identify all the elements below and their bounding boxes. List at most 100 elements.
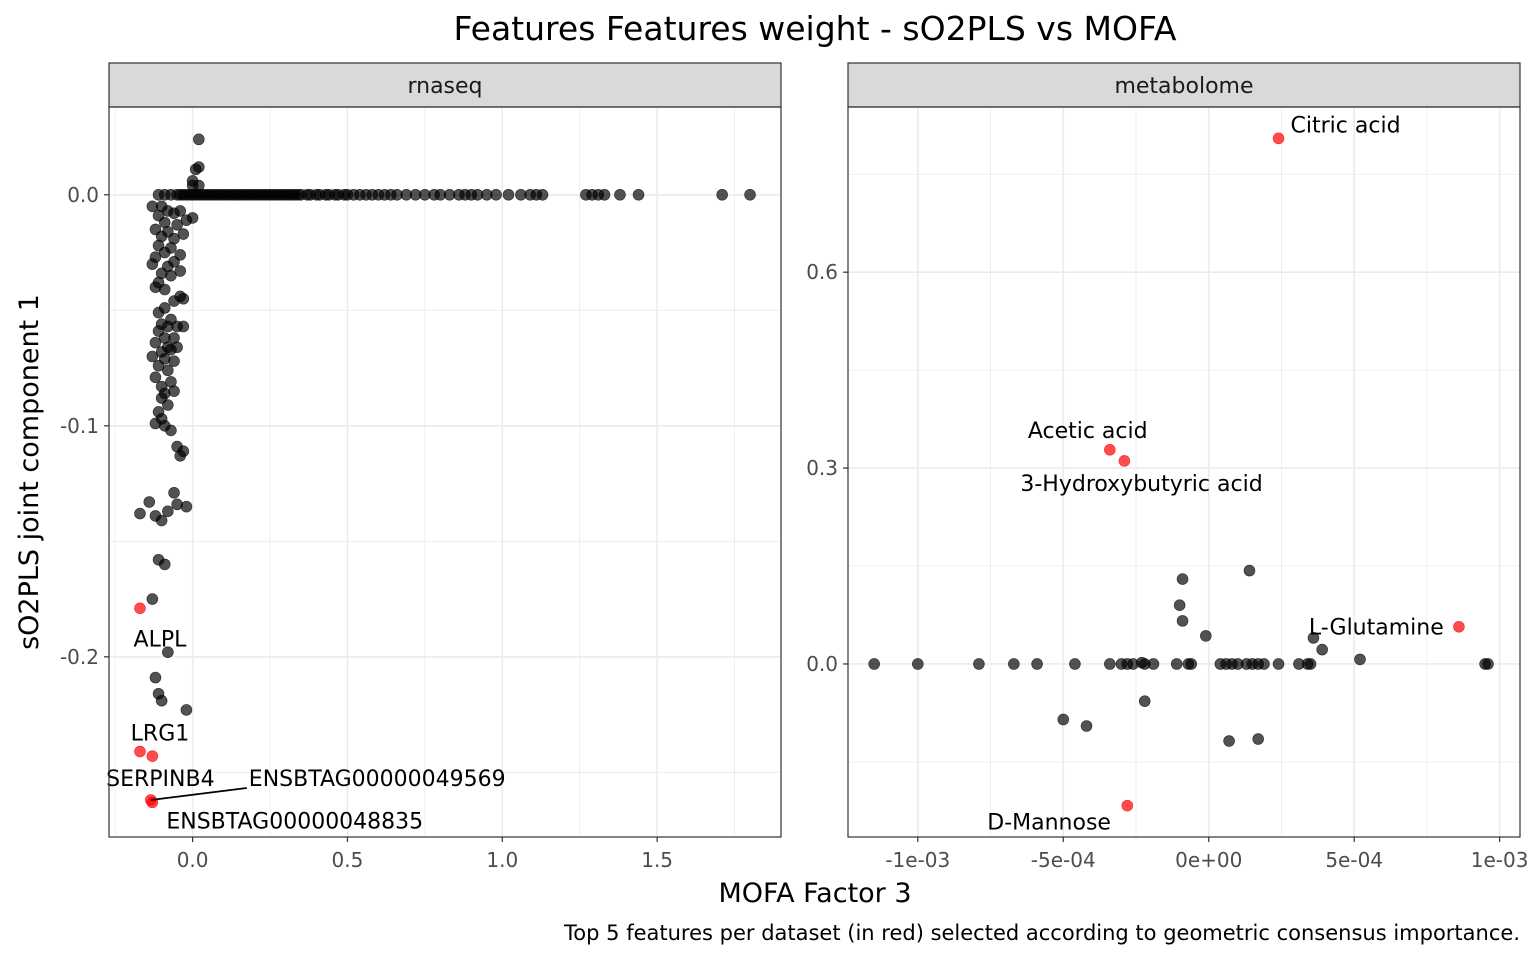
data-point — [143, 496, 156, 508]
data-point — [536, 188, 549, 201]
data-point — [1080, 720, 1093, 732]
data-point — [158, 283, 171, 296]
highlight-point — [1118, 455, 1131, 467]
highlight-point — [1272, 132, 1285, 145]
data-point — [1057, 713, 1070, 726]
point-label: SERPINB4 — [106, 767, 214, 792]
data-point — [1185, 658, 1198, 670]
data-point — [165, 269, 177, 282]
chart-title: Features Features weight - sO2PLS vs MOF… — [454, 9, 1177, 48]
data-point — [912, 658, 924, 670]
plot-border-rnaseq — [108, 106, 782, 838]
caption: Top 5 features per dataset (in red) sele… — [563, 921, 1520, 945]
grid-rnaseq — [109, 107, 781, 837]
data-point — [155, 694, 168, 707]
strip-rnaseq — [108, 62, 782, 108]
highlight-point — [1121, 799, 1134, 812]
x-tick-label: -5e-04 — [1031, 848, 1096, 872]
points-rnaseq — [134, 133, 756, 809]
highlight-point — [1104, 443, 1116, 456]
data-point — [180, 500, 193, 513]
y-tick-label: 0.0 — [67, 183, 99, 207]
data-point — [162, 646, 174, 658]
data-point — [189, 163, 202, 176]
data-point — [168, 486, 180, 499]
data-point — [165, 424, 177, 437]
data-point — [168, 385, 180, 397]
data-point — [149, 671, 162, 684]
point-label: D-Mannose — [987, 811, 1111, 836]
data-point — [149, 371, 162, 384]
data-point — [490, 188, 502, 201]
data-point — [168, 207, 180, 220]
data-point — [146, 258, 159, 270]
highlight-point — [134, 602, 146, 615]
data-point — [177, 292, 190, 305]
data-point — [146, 593, 159, 605]
y-tick-label: 0.6 — [806, 260, 838, 284]
data-point — [186, 212, 199, 224]
highlight-point — [1453, 620, 1465, 633]
data-point — [152, 359, 165, 372]
x-tick-label: 0.0 — [177, 848, 209, 872]
data-point — [134, 507, 146, 520]
data-point — [162, 364, 174, 377]
point-label: 3-Hydroxybutyric acid — [1020, 472, 1262, 497]
data-point — [614, 188, 626, 201]
points-metabolome — [868, 132, 1494, 812]
x-tick-label: 1.0 — [486, 848, 518, 872]
data-point — [180, 704, 193, 716]
x-tick-label: 1e-03 — [1471, 848, 1529, 872]
data-point — [1354, 653, 1366, 666]
grid-metabolome — [848, 107, 1520, 837]
data-point — [1147, 658, 1160, 670]
data-point — [1031, 658, 1043, 670]
strip-metabolome — [847, 62, 1521, 108]
panel-rnaseq: rnaseq ALPL LRG1 SERPINB4 ENSBTAG0000004956… — [60, 62, 782, 872]
y-tick-label: -0.2 — [60, 645, 99, 669]
label-leader-line — [150, 787, 247, 801]
data-point — [1138, 695, 1151, 707]
data-point — [632, 188, 645, 201]
x-axis-title: MOFA Factor 3 — [718, 878, 911, 909]
data-point — [1170, 658, 1183, 670]
point-label: Acetic acid — [1028, 419, 1148, 444]
data-point — [158, 246, 171, 259]
data-point — [174, 265, 187, 277]
panel-metabolome: metabolome Citric acid Acetic acid 3-Hydro… — [806, 62, 1528, 872]
plot-border-metabolome — [847, 106, 1521, 838]
highlight-point — [146, 750, 159, 762]
data-point — [158, 558, 171, 571]
data-point — [973, 658, 985, 670]
data-point — [1316, 643, 1328, 656]
data-point — [716, 188, 728, 201]
point-label: ENSBTAG00000048835 — [166, 809, 423, 834]
data-point — [152, 306, 165, 319]
point-label: LRG1 — [131, 722, 190, 747]
data-point — [155, 514, 168, 527]
data-point — [174, 450, 187, 462]
y-axis-title: sO2PLS joint component 1 — [14, 294, 45, 650]
point-label: ALPL — [134, 627, 188, 652]
labels-metabolome: Citric acid Acetic acid 3-Hydroxybutyric a… — [987, 113, 1443, 835]
x-ticks-metabolome: -1e-03 -5e-04 0e+00 5e-04 1e-03 — [885, 837, 1528, 872]
data-point — [598, 188, 611, 201]
data-point — [177, 320, 190, 333]
data-point — [1104, 658, 1116, 670]
y-ticks-rnaseq: 0.0 -0.1 -0.2 — [60, 183, 109, 669]
highlight-point — [134, 745, 146, 758]
x-tick-label: 0.5 — [332, 848, 364, 872]
data-point — [1200, 630, 1212, 642]
x-tick-label: 0e+00 — [1175, 848, 1242, 872]
x-tick-label: 1.5 — [641, 848, 673, 872]
data-point — [502, 188, 515, 201]
data-point — [1252, 733, 1264, 745]
data-point — [168, 355, 180, 367]
data-point — [1482, 658, 1494, 670]
y-ticks-metabolome: 0.0 0.3 0.6 — [806, 260, 848, 676]
x-ticks-rnaseq: 0.0 0.5 1.0 1.5 — [177, 837, 673, 872]
strip-label-metabolome: metabolome — [1114, 74, 1253, 99]
data-point — [146, 350, 159, 363]
data-point — [1173, 599, 1186, 612]
